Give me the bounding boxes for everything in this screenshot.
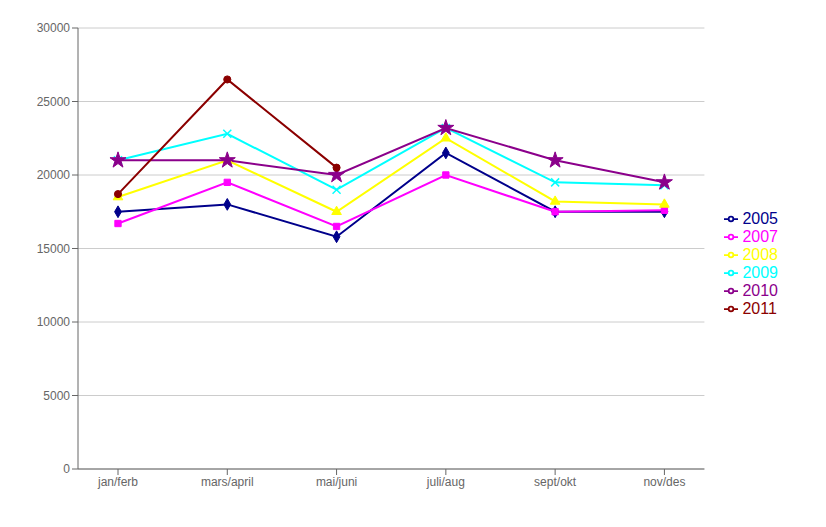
svg-text:mai/juni: mai/juni <box>316 475 357 489</box>
svg-text:30000: 30000 <box>37 21 71 35</box>
svg-text:jan/ferb: jan/ferb <box>97 475 138 489</box>
svg-text:5000: 5000 <box>43 389 70 403</box>
html-text:2009: 2009 <box>742 263 778 281</box>
svg-text:mars/april: mars/april <box>201 475 254 489</box>
svg-text:20000: 20000 <box>37 168 71 182</box>
svg-text:sept/okt: sept/okt <box>534 475 577 489</box>
svg-text:nov/des: nov/des <box>643 475 685 489</box>
svg-text:15000: 15000 <box>37 242 71 256</box>
svg-text:juli/aug: juli/aug <box>426 475 465 489</box>
html-text:2005: 2005 <box>742 209 778 227</box>
html-text:2008: 2008 <box>742 245 778 263</box>
html-text:2011: 2011 <box>742 299 777 317</box>
svg-text:10000: 10000 <box>37 315 71 329</box>
html-text:2007: 2007 <box>742 227 778 245</box>
svg-text:25000: 25000 <box>37 95 71 109</box>
svg-text:0: 0 <box>63 462 70 476</box>
html-text:2010: 2010 <box>742 281 778 299</box>
